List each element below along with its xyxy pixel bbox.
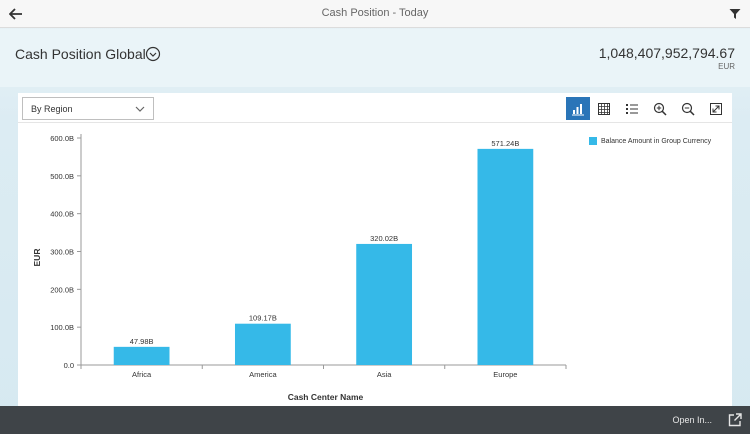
fullscreen-icon: [710, 102, 722, 115]
y-tick-label: 0.0: [64, 361, 74, 370]
x-axis-title: Cash Center Name: [288, 392, 364, 402]
bar-africa: [113, 346, 170, 365]
app-title: Cash Position - Today: [321, 7, 429, 19]
filter-button[interactable]: [726, 5, 744, 23]
legend-toggle-button[interactable]: [620, 97, 644, 120]
y-tick-label: 500.0B: [50, 172, 74, 181]
x-tick-label: America: [249, 370, 277, 379]
expand-header-button[interactable]: [145, 46, 161, 62]
chart-view-icon: [572, 103, 584, 115]
y-tick-label: 400.0B: [50, 210, 74, 219]
bar-chart: 0.0 100.0B 200.0B 300.0B 400.0B 500.0B 600.0B 4…: [32, 134, 567, 402]
group-by-select[interactable]: By Region: [22, 97, 154, 120]
share-icon[interactable]: [727, 412, 743, 428]
bar-america: [234, 323, 291, 365]
bar-asia: [356, 243, 413, 365]
arrow-left-icon: [9, 8, 22, 20]
fullscreen-button[interactable]: [704, 97, 728, 120]
page-title: Cash Position Global: [15, 46, 146, 62]
open-in-button[interactable]: Open In...: [672, 415, 712, 425]
footer-bar: Open In...: [0, 406, 750, 434]
data-label: 571.24B: [491, 139, 519, 148]
x-tick-label: Asia: [377, 370, 392, 379]
x-tick-label: Africa: [132, 370, 152, 379]
y-axis-title: EUR: [32, 249, 42, 267]
bar-europe: [477, 148, 534, 365]
chevron-down-icon: [135, 106, 145, 112]
top-bar: Cash Position - Today: [0, 0, 750, 28]
filter-funnel-icon: [729, 9, 741, 19]
zoom-in-button[interactable]: [648, 97, 672, 120]
legend-toggle-icon: [626, 103, 638, 114]
legend-label: Balance Amount in Group Currency: [601, 137, 712, 145]
zoom-out-button[interactable]: [676, 97, 700, 120]
chart-view-button[interactable]: [566, 97, 590, 120]
y-tick-label: 100.0B: [50, 323, 74, 332]
kpi-unit: EUR: [718, 62, 735, 71]
zoom-in-icon: [653, 102, 667, 116]
data-label: 47.98B: [130, 337, 154, 346]
y-tick-label: 300.0B: [50, 248, 74, 257]
legend-swatch: [589, 137, 597, 145]
kpi-value: 1,048,407,952,794.67: [598, 45, 735, 61]
data-label: 109.17B: [249, 314, 277, 323]
x-tick-label: Europe: [493, 370, 517, 379]
back-button[interactable]: [6, 4, 26, 24]
page-header: Cash Position Global 1,048,407,952,794.6…: [0, 29, 750, 87]
chart-card: By Region: [18, 93, 732, 406]
y-tick-label: 200.0B: [50, 285, 74, 294]
chart-toolbar: By Region: [18, 93, 732, 123]
zoom-out-icon: [681, 102, 695, 116]
table-view-button[interactable]: [592, 97, 616, 120]
chart-legend: Balance Amount in Group Currency: [589, 137, 711, 145]
data-label: 320.02B: [370, 234, 398, 243]
chevron-down-circle-icon: [145, 46, 161, 62]
group-by-value: By Region: [31, 104, 73, 114]
table-view-icon: [598, 102, 610, 115]
y-tick-label: 600.0B: [50, 134, 74, 143]
